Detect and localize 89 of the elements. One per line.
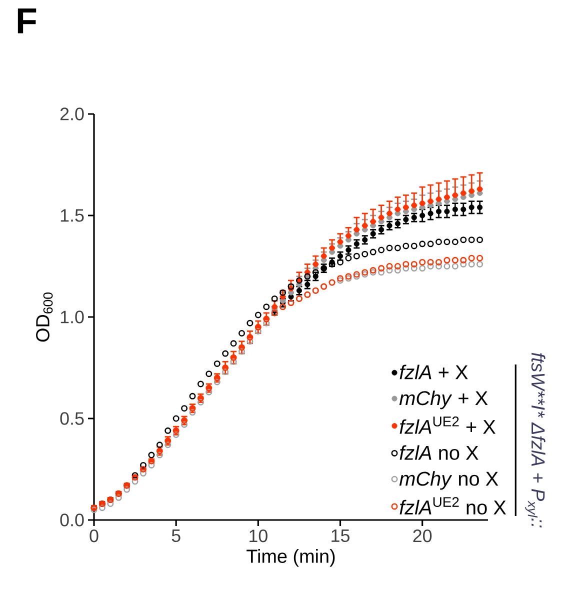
point — [468, 254, 475, 262]
point — [394, 263, 401, 270]
point — [436, 208, 442, 214]
point — [410, 242, 418, 250]
point — [197, 380, 204, 388]
point — [476, 260, 484, 268]
legend-label: fzlA$^{UE2}$ + X — [400, 416, 496, 434]
point — [402, 260, 410, 268]
point — [444, 256, 450, 264]
point — [419, 265, 426, 272]
point — [394, 267, 401, 274]
point — [476, 254, 484, 262]
point — [420, 212, 426, 218]
legend-label: mChy + X — [399, 390, 488, 410]
point — [386, 263, 393, 270]
y-axis-title: OD$_{600}$ — [36, 292, 53, 342]
point — [460, 260, 467, 268]
point — [410, 265, 418, 272]
point — [436, 238, 442, 246]
x-tick-label: 0 — [90, 530, 98, 542]
point — [436, 263, 442, 270]
point — [148, 462, 155, 468]
point — [460, 206, 466, 212]
point — [427, 263, 434, 270]
y-tick-label: 0.5 — [60, 412, 84, 425]
point — [436, 258, 442, 266]
point — [444, 238, 450, 246]
point — [164, 427, 172, 434]
point — [181, 405, 188, 412]
point — [452, 206, 458, 212]
x-axis-title: Time (min) — [246, 549, 335, 567]
legend-label: fzlA$^{UE2}$ no X — [400, 497, 506, 515]
point — [156, 452, 163, 458]
y-tick-label: 1.0 — [60, 310, 84, 324]
point — [460, 256, 467, 264]
point — [189, 392, 196, 400]
point — [172, 415, 180, 422]
legend-label: fzlA no X — [400, 445, 478, 460]
point — [206, 370, 212, 378]
x-tick-label: 5 — [172, 530, 180, 542]
y-tick-label: 1.5 — [60, 209, 84, 222]
chart-title: F — [18, 8, 36, 34]
point — [378, 269, 385, 276]
point — [468, 236, 475, 244]
point — [468, 260, 475, 268]
point — [460, 236, 467, 244]
point — [230, 340, 237, 347]
point — [362, 250, 368, 258]
point — [353, 252, 360, 260]
x-tick-label: 15 — [332, 530, 350, 542]
point — [238, 330, 245, 336]
point — [394, 244, 401, 252]
point — [402, 265, 410, 272]
point — [452, 263, 458, 270]
point — [444, 208, 450, 214]
point — [419, 240, 426, 248]
point — [378, 226, 384, 233]
x-tick-label: 10 — [250, 530, 268, 542]
x-tick-label: 20 — [413, 530, 432, 542]
legend-title: ftsW**I* ΔfzlA + P$_{xyl}$:: — [525, 352, 546, 528]
y-tick-label: 2.0 — [60, 108, 84, 120]
point — [246, 320, 254, 326]
point — [476, 204, 483, 210]
point — [402, 242, 410, 250]
point — [386, 244, 393, 252]
legend-label: fzlA + X — [400, 364, 468, 380]
point — [254, 312, 262, 318]
point — [452, 256, 458, 264]
y-tick-label: 0.0 — [60, 514, 84, 526]
point — [124, 486, 130, 493]
point — [140, 470, 146, 477]
point — [214, 360, 220, 367]
point — [410, 260, 418, 268]
legend-label: mChy no X — [399, 471, 498, 490]
point — [386, 267, 393, 274]
point — [419, 258, 426, 266]
point — [428, 210, 434, 216]
point — [476, 236, 484, 244]
point — [427, 258, 434, 266]
point — [378, 246, 385, 254]
point — [378, 265, 385, 272]
point — [370, 248, 376, 256]
point — [444, 263, 450, 270]
point — [452, 238, 458, 246]
point — [222, 350, 229, 357]
point — [140, 462, 146, 468]
point — [427, 240, 434, 248]
point — [132, 478, 138, 485]
point — [468, 204, 474, 210]
